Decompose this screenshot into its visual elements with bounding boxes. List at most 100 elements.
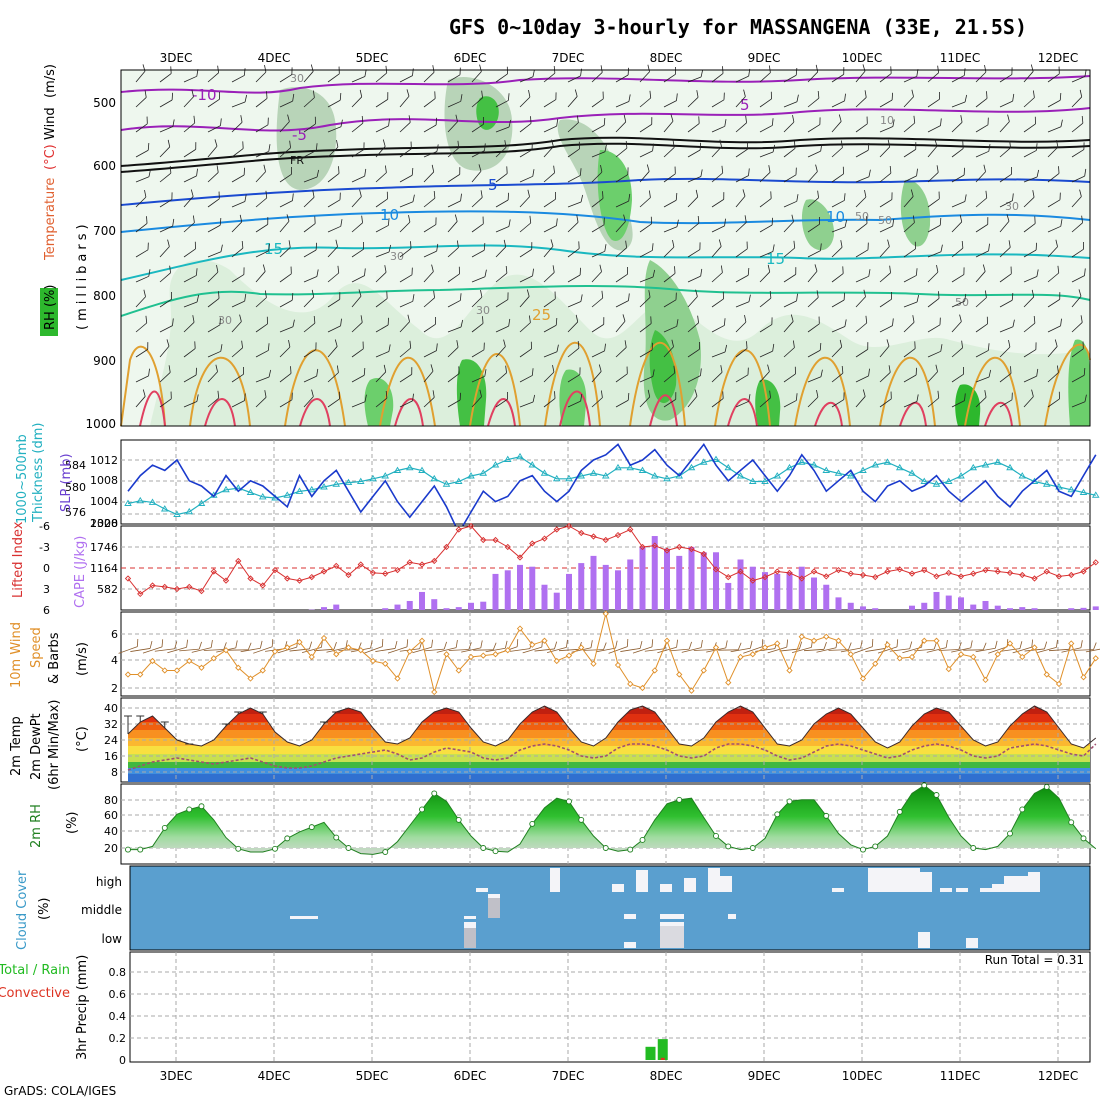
wind-barb-flag: [529, 215, 532, 224]
wind-barb-staff: [255, 171, 266, 183]
wind-barb-flag: [241, 340, 243, 348]
wind-barb-flag: [171, 192, 173, 200]
wind-barb: [1023, 389, 1034, 408]
wind-barb-staff: [519, 322, 531, 333]
wind-barb-staff: [759, 198, 772, 208]
wind-barb-staff: [279, 147, 291, 158]
lifted-index-marker: [369, 569, 377, 577]
surface-barb-flag: [174, 641, 178, 649]
wind-barb-flag: [815, 164, 818, 172]
wind-barb-flag: [771, 217, 773, 226]
wind-barb: [711, 239, 722, 258]
wind-barb: [1047, 92, 1062, 108]
wind-barb: [783, 314, 794, 333]
surface-barb-staff: [118, 646, 138, 654]
surface-barb-staff: [620, 648, 641, 652]
surface-barb-flag: [333, 641, 337, 650]
cape-bar: [419, 591, 425, 610]
wind-barb-staff: [687, 375, 701, 383]
lifted-index-marker: [296, 577, 303, 584]
wind-barb: [279, 214, 290, 233]
wind-barb: [975, 91, 988, 108]
wind-marker: [1043, 671, 1050, 678]
wind-barb-staff: [735, 348, 748, 358]
wind-barb-flag: [339, 192, 341, 200]
wind-barb-staff: [519, 401, 534, 408]
wind-barb-staff: [159, 126, 174, 133]
rh-label: 30: [390, 250, 404, 263]
wind-barb-staff: [615, 200, 629, 208]
wind-barb-flag: [745, 115, 747, 123]
wind-barb-staff: [591, 271, 602, 283]
panel-precipitation: Run Total = 0.31 0.8 0.6 0.4 0.2 0 Total…: [0, 951, 1091, 1067]
rh-marker: [345, 845, 352, 851]
wind-barb: [543, 92, 557, 108]
wind-marker: [333, 651, 340, 658]
surface-barb: [975, 640, 998, 653]
wind-barb: [279, 392, 293, 408]
wind-barb-flag: [218, 191, 220, 199]
wind-barb-staff: [471, 396, 482, 408]
x-tick-top: 11DEC: [940, 51, 980, 65]
wind-barb-staff: [999, 346, 1011, 358]
wind-barb-staff: [831, 399, 845, 408]
wind-barb: [591, 117, 606, 133]
wind-barb-flag: [814, 264, 818, 272]
wind-barb: [903, 315, 915, 333]
wind-barb: [663, 66, 677, 83]
surface-barb: [363, 638, 384, 654]
wind-barb: [903, 341, 916, 358]
wind-barb: [327, 139, 339, 158]
wind-barb-staff: [1047, 225, 1061, 233]
thickness-marker: [699, 458, 708, 465]
wind-barb: [1047, 166, 1060, 183]
wind-barb: [207, 217, 222, 233]
wind-barb: [447, 140, 460, 158]
wind-barb-staff: [831, 100, 845, 108]
wind-barb: [231, 340, 243, 358]
thickness-marker: [1042, 480, 1051, 487]
wind-barb-flag: [315, 342, 317, 350]
wind-barb: [543, 239, 554, 258]
wind-barb-staff: [687, 396, 698, 408]
wind-barb-flag: [652, 143, 654, 151]
wind-barb: [591, 290, 604, 308]
wind-barb-staff: [879, 272, 891, 283]
wind-barb-staff: [879, 199, 893, 208]
thickness-marker: [944, 477, 953, 484]
wind-barb-flag: [964, 94, 968, 103]
wind-barb-staff: [567, 400, 581, 408]
cape-bar: [921, 602, 928, 610]
wind-barb-staff: [351, 122, 364, 133]
wind-barb: [807, 389, 819, 408]
wind-barb: [351, 367, 366, 383]
thickness-marker: [344, 478, 353, 486]
wind-barb-staff: [447, 346, 459, 358]
cape-bar: [321, 607, 327, 610]
wind-marker: [639, 684, 646, 692]
wind-barb: [471, 289, 483, 308]
wind-barb: [231, 267, 245, 283]
wind-barb-flag: [364, 394, 367, 402]
wind-marker: [480, 652, 487, 659]
wind-barb: [831, 193, 846, 208]
wind-barb-flag: [531, 368, 534, 376]
wind-barb-flag: [312, 90, 315, 98]
thickness-marker: [601, 472, 610, 479]
wind-marker: [516, 625, 524, 632]
wind-marker: [357, 647, 364, 654]
wind-barb-flag: [508, 219, 511, 227]
wind-barb-staff: [519, 249, 532, 258]
wind-barb: [951, 293, 967, 308]
rh-label: 50: [878, 214, 892, 227]
rh-marker: [823, 812, 830, 819]
wind-barb-staff: [879, 146, 891, 158]
wind-barb-flag: [647, 64, 650, 72]
wind-barb: [567, 314, 579, 333]
lifted-index-marker: [578, 529, 585, 537]
wind-barb-flag: [507, 391, 509, 400]
wind-barb-staff: [231, 121, 243, 133]
wind-barb-flag: [604, 343, 606, 351]
upper-wind-barbs: [135, 64, 1087, 408]
wind-barb: [711, 192, 725, 208]
